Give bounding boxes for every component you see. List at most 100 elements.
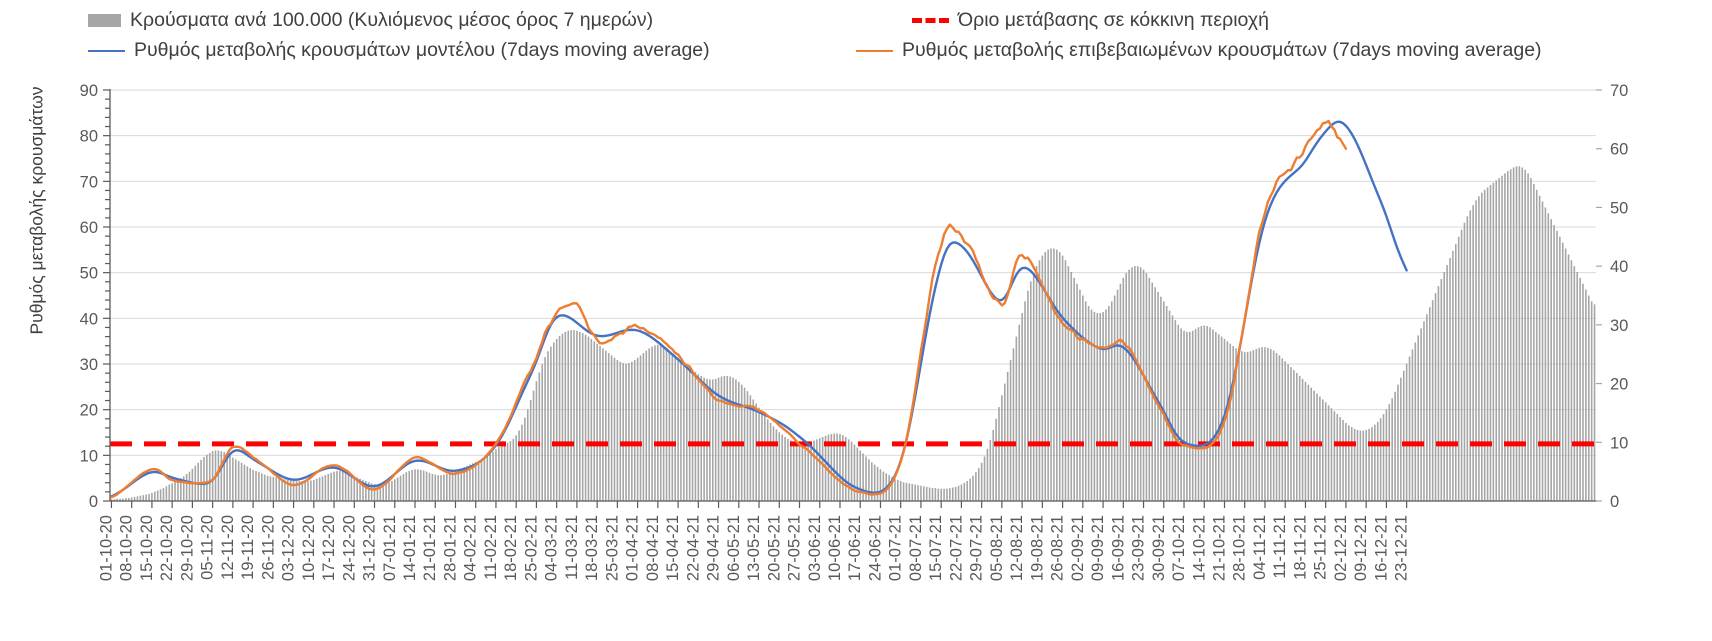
x-axis-tick: 07-01-21 xyxy=(381,515,399,581)
x-axis-tick: 07-10-21 xyxy=(1170,515,1188,581)
y-axis-left-tick: 0 xyxy=(89,493,98,511)
legend-swatch-bar-icon xyxy=(88,14,121,28)
y-axis-right-tick: 0 xyxy=(1610,493,1619,511)
x-axis-tick: 19-08-21 xyxy=(1028,515,1046,581)
x-axis-tick: 12-11-20 xyxy=(219,515,237,580)
x-axis-tick: 29-10-20 xyxy=(178,515,196,581)
x-axis-tick: 13-05-21 xyxy=(745,515,763,581)
x-axis-tick: 22-07-21 xyxy=(947,515,965,581)
x-axis-tick: 08-10-20 xyxy=(118,515,136,581)
y-axis-left-tick: 50 xyxy=(80,265,98,283)
x-axis-tick: 04-11-21 xyxy=(1251,515,1269,580)
line-series-model-growth-rate xyxy=(110,120,1408,498)
y-axis-left-tick: 10 xyxy=(80,447,98,465)
x-axis-tick: 08-07-21 xyxy=(907,515,925,581)
y-axis-left-tick: 80 xyxy=(80,128,98,146)
x-axis-tick: 16-09-21 xyxy=(1109,515,1127,581)
x-axis-tick: 16-12-21 xyxy=(1372,515,1390,581)
gridlines xyxy=(110,89,1596,502)
x-axis-tick: 15-10-20 xyxy=(138,515,156,581)
x-axis-tick: 11-03-21 xyxy=(563,515,581,580)
y-axis-right-tick-labels: 0 10 20 30 40 50 60 70 xyxy=(1610,82,1628,511)
y-axis-right-tick: 10 xyxy=(1610,434,1628,452)
legend-swatch-orange-line-icon xyxy=(856,49,893,52)
x-axis-tick: 25-11-21 xyxy=(1312,515,1330,580)
x-axis-tick: 28-01-21 xyxy=(441,515,459,581)
legend-item-model-growth-rate[interactable]: Ρυθμός μεταβολής κρουσμάτων μοντέλου (7d… xyxy=(88,39,710,61)
y-axis-right-tick: 40 xyxy=(1610,258,1628,276)
y-axis-left-tick: 70 xyxy=(80,173,98,191)
axis-lines-and-ticks xyxy=(103,89,1602,508)
x-axis-tick: 23-12-21 xyxy=(1393,515,1411,581)
x-axis-tick: 22-04-21 xyxy=(684,515,702,581)
x-axis-tick: 26-08-21 xyxy=(1049,515,1067,581)
legend-item-cases-per-100k[interactable]: Κρούσματα ανά 100.000 (Κυλιόμενος μέσος … xyxy=(88,9,654,31)
x-axis-tick: 28-10-21 xyxy=(1231,515,1249,581)
legend-swatch-blue-line-icon xyxy=(88,49,125,52)
x-axis-tick: 11-11-21 xyxy=(1271,515,1289,579)
legend-swatch-red-dashed-icon xyxy=(912,18,949,24)
chart-legend: Κρούσματα ανά 100.000 (Κυλιόμενος μέσος … xyxy=(0,0,1712,76)
x-axis-tick: 26-11-20 xyxy=(259,515,277,580)
x-axis-tick: 02-09-21 xyxy=(1069,515,1087,581)
x-axis-tick: 21-10-21 xyxy=(1211,515,1229,581)
x-axis-tick: 12-08-21 xyxy=(1008,515,1026,581)
x-axis-tick: 02-12-21 xyxy=(1332,515,1350,581)
x-axis-tick: 23-09-21 xyxy=(1130,515,1148,581)
legend-item-red-zone-threshold[interactable]: Όριο μετάβασης σε κόκκινη περιοχή xyxy=(912,9,1269,31)
x-axis-tick: 10-06-21 xyxy=(826,515,844,581)
x-axis-tick: 25-02-21 xyxy=(522,515,540,581)
bar-series-cases-per-100k xyxy=(110,166,1596,502)
x-axis-tick: 21-01-21 xyxy=(421,515,439,581)
legend-label-cases-per-100k: Κρούσματα ανά 100.000 (Κυλιόμενος μέσος … xyxy=(130,9,654,31)
x-axis-tick: 09-09-21 xyxy=(1089,515,1107,581)
x-axis-tick: 04-02-21 xyxy=(462,515,480,581)
y-axis-left-tick: 30 xyxy=(80,356,98,374)
x-axis-tick: 14-01-21 xyxy=(401,515,419,581)
x-axis-tick: 17-06-21 xyxy=(846,515,864,581)
x-axis-tick: 25-03-21 xyxy=(603,515,621,581)
x-axis-tick-labels: 01-10-20 08-10-20 15-10-20 22-10-20 29-10-20… xyxy=(97,515,1410,581)
x-axis-tick: 31-12-20 xyxy=(361,515,379,581)
y-axis-left-tick: 90 xyxy=(80,82,98,100)
y-axis-right-tick: 30 xyxy=(1610,317,1628,335)
chart-plot-svg: 0 10 20 30 40 50 60 70 80 90 0 10 20 30 40 50 60 70 01-1… xyxy=(80,82,1629,581)
x-axis-tick: 15-07-21 xyxy=(927,515,945,581)
x-axis-tick: 30-09-21 xyxy=(1150,515,1168,581)
x-axis-tick: 29-07-21 xyxy=(968,515,986,581)
x-axis-tick: 29-04-21 xyxy=(705,515,723,581)
legend-label-red-zone-threshold: Όριο μετάβασης σε κόκκινη περιοχή xyxy=(958,9,1269,31)
x-axis-tick: 05-08-21 xyxy=(988,515,1006,581)
x-axis-tick: 19-11-20 xyxy=(239,515,257,580)
legend-item-confirmed-growth-rate[interactable]: Ρυθμός μεταβολής επιβεβαιωμένων κρουσμάτ… xyxy=(856,39,1542,61)
y-axis-right-tick: 50 xyxy=(1610,199,1628,217)
legend-label-confirmed-growth-rate: Ρυθμός μεταβολής επιβεβαιωμένων κρουσμάτ… xyxy=(902,39,1542,61)
x-axis-tick: 01-07-21 xyxy=(887,515,905,581)
x-axis-tick: 27-05-21 xyxy=(786,515,804,581)
x-axis-tick: 11-02-21 xyxy=(482,515,500,580)
x-axis-tick: 18-11-21 xyxy=(1291,515,1309,580)
legend-label-model-growth-rate: Ρυθμός μεταβολής κρουσμάτων μοντέλου (7d… xyxy=(134,39,710,61)
x-axis-tick: 20-05-21 xyxy=(765,515,783,581)
y-axis-left-tick: 20 xyxy=(80,402,98,420)
x-axis-tick: 01-04-21 xyxy=(624,515,642,581)
y-axis-right-tick: 60 xyxy=(1610,141,1628,159)
x-axis-tick: 15-04-21 xyxy=(664,515,682,581)
x-axis-tick: 05-11-20 xyxy=(199,515,217,580)
x-axis-tick: 04-03-21 xyxy=(543,515,561,581)
y-axis-left-tick: 60 xyxy=(80,219,98,237)
y-axis-right-tick: 70 xyxy=(1610,82,1628,100)
x-axis-tick: 03-06-21 xyxy=(806,515,824,581)
x-axis-tick: 14-10-21 xyxy=(1190,515,1208,581)
x-axis-tick: 03-12-20 xyxy=(280,515,298,581)
plot-area-wrapper: 0 10 20 30 40 50 60 70 80 90 0 10 20 30 40 50 60 70 01-1… xyxy=(0,76,1712,641)
x-axis-tick: 10-12-20 xyxy=(300,515,318,581)
x-axis-tick: 09-12-21 xyxy=(1352,515,1370,581)
line-series-confirmed-growth-rate xyxy=(110,119,1348,499)
x-axis-tick: 01-10-20 xyxy=(97,515,115,581)
x-axis-tick: 22-10-20 xyxy=(158,515,176,581)
y-axis-left-tick-labels: 0 10 20 30 40 50 60 70 80 90 xyxy=(80,82,98,511)
x-axis-tick: 18-02-21 xyxy=(502,515,520,581)
x-axis-tick: 08-04-21 xyxy=(644,515,662,581)
